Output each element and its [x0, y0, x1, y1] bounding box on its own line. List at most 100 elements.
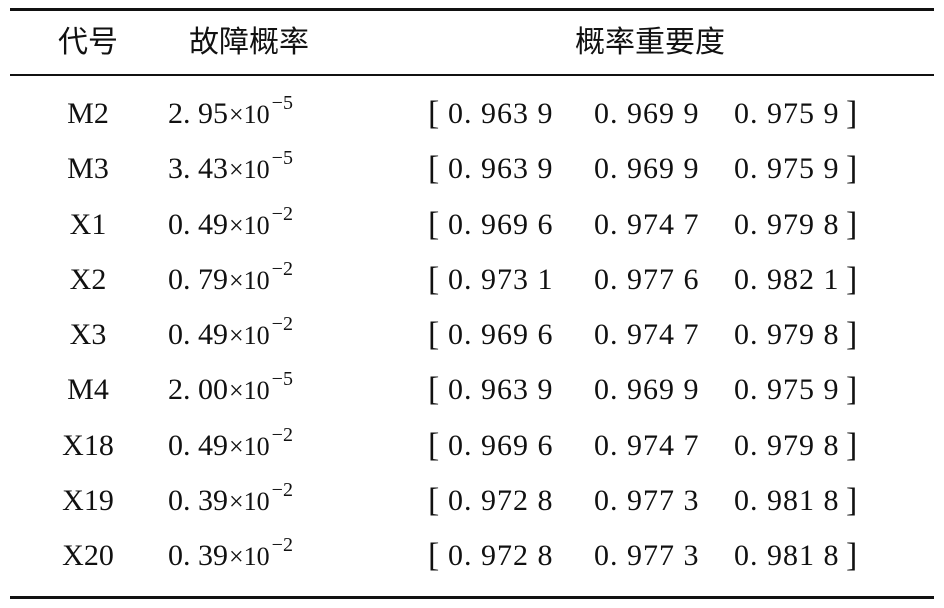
bracket-close: ]: [846, 260, 858, 298]
cell-failure-rate: 0. 79×10 −2: [168, 252, 368, 307]
bracket-close: ]: [846, 316, 858, 354]
table-row: M2 2. 95×10 −5 [0. 963 9 0. 969 9 0. 975 9]: [10, 86, 934, 141]
header-importance: 概率重要度: [575, 26, 725, 59]
table-row: X18 0. 49×10 −2 [0. 969 6 0. 974 7 0. 979 8]: [10, 418, 934, 473]
bracket-close: ]: [846, 482, 858, 520]
table-row: X20 0. 39×10 −2 [0. 972 8 0. 977 3 0. 981 8]: [10, 528, 934, 583]
rate-times-ten: ×10: [229, 321, 270, 351]
rate-exponent: −2: [271, 423, 293, 446]
importance-value: 0. 969 6: [448, 318, 554, 352]
cell-code: X18: [62, 428, 114, 462]
bracket-close: ]: [846, 95, 858, 132]
rate-mantissa: 0. 49: [168, 318, 228, 352]
cell-failure-rate: 0. 49×10 −2: [168, 418, 368, 473]
table-header-row: 代号 故障概率 概率重要度: [10, 13, 934, 73]
rate-times-ten: ×10: [229, 431, 270, 461]
rate-times-ten: ×10: [229, 265, 270, 295]
bracket-open: [: [428, 426, 440, 464]
rate-mantissa: 0. 49: [168, 207, 228, 241]
cell-code: M3: [67, 152, 109, 186]
cell-importance: [0. 969 6 0. 974 7 0. 979 8]: [428, 307, 888, 362]
table-row: X1 0. 49×10 −2 [0. 969 6 0. 974 7 0. 979 8]: [10, 197, 934, 252]
rate-exponent: −2: [271, 313, 293, 336]
header-code: 代号: [58, 26, 118, 59]
cell-code: X1: [69, 207, 107, 241]
bracket-close: ]: [846, 426, 858, 464]
rate-mantissa: 2. 95: [168, 97, 228, 130]
cell-failure-rate: 0. 49×10 −2: [168, 197, 368, 252]
importance-value: 0. 969 9: [594, 373, 700, 407]
cell-failure-rate: 0. 39×10 −2: [168, 473, 368, 528]
bracket-close: ]: [846, 371, 858, 409]
importance-value: 0. 973 1: [448, 262, 554, 296]
bracket-open: [: [428, 371, 440, 409]
header-failure-rate: 故障概率: [189, 26, 309, 59]
rate-times-ten: ×10: [229, 155, 270, 185]
table-row: M3 3. 43×10 −5 [0. 963 9 0. 969 9 0. 975 9]: [10, 141, 934, 196]
importance-value: 0. 979 8: [734, 318, 840, 352]
rate-exponent: −2: [271, 257, 293, 280]
rate-exponent: −5: [271, 368, 293, 391]
importance-value: 0. 977 6: [594, 262, 700, 296]
cell-failure-rate: 2. 95×10 −5: [168, 86, 368, 141]
bracket-open: [: [428, 260, 440, 298]
cell-code: X19: [62, 484, 114, 518]
importance-value: 0. 979 8: [734, 207, 840, 241]
cell-failure-rate: 3. 43×10 −5: [168, 141, 368, 196]
rate-times-ten: ×10: [229, 210, 270, 240]
rate-exponent: −2: [271, 202, 293, 225]
cell-importance: [0. 969 6 0. 974 7 0. 979 8]: [428, 197, 888, 252]
importance-value: 0. 975 9: [734, 373, 840, 407]
importance-value: 0. 969 9: [594, 152, 700, 186]
cell-importance: [0. 969 6 0. 974 7 0. 979 8]: [428, 418, 888, 473]
bracket-open: [: [428, 95, 440, 132]
cell-importance: [0. 972 8 0. 977 3 0. 981 8]: [428, 528, 888, 583]
importance-value: 0. 974 7: [594, 428, 700, 462]
importance-value: 0. 963 9: [448, 97, 554, 130]
rate-exponent: −5: [271, 92, 293, 114]
table-row: X19 0. 39×10 −2 [0. 972 8 0. 977 3 0. 981 8]: [10, 473, 934, 528]
cell-failure-rate: 0. 39×10 −2: [168, 528, 368, 583]
importance-value: 0. 979 8: [734, 428, 840, 462]
importance-value: 0. 975 9: [734, 152, 840, 186]
cell-failure-rate: 2. 00×10 −5: [168, 362, 368, 417]
rate-exponent: −2: [271, 479, 293, 502]
cell-failure-rate: 0. 49×10 −2: [168, 307, 368, 362]
importance-value: 0. 982 1: [734, 262, 840, 296]
cell-code: X2: [69, 262, 107, 296]
bracket-open: [: [428, 150, 440, 188]
cell-importance: [0. 973 1 0. 977 6 0. 982 1]: [428, 252, 888, 307]
table-bottom-rule: [10, 596, 934, 599]
rate-mantissa: 0. 49: [168, 428, 228, 462]
table-row: X2 0. 79×10 −2 [0. 973 1 0. 977 6 0. 982 1]: [10, 252, 934, 307]
importance-value: 0. 977 3: [594, 539, 700, 573]
importance-value: 0. 981 8: [734, 484, 840, 518]
table-body: M2 2. 95×10 −5[0. 963 9 0. 969 9 0. 975 9] M3…: [10, 86, 934, 584]
bracket-close: ]: [846, 537, 858, 575]
rate-times-ten: ×10: [229, 376, 270, 406]
importance-value: 0. 981 8: [734, 539, 840, 573]
rate-times-ten: ×10: [229, 487, 270, 517]
importance-value: 0. 972 8: [448, 539, 554, 573]
importance-value: 0. 974 7: [594, 207, 700, 241]
bracket-close: ]: [846, 205, 858, 243]
importance-value: 0. 969 6: [448, 207, 554, 241]
rate-exponent: −5: [271, 147, 293, 170]
importance-value: 0. 972 8: [448, 484, 554, 518]
rate-mantissa: 0. 39: [168, 539, 228, 573]
importance-value: 0. 974 7: [594, 318, 700, 352]
rate-mantissa: 0. 79: [168, 262, 228, 296]
rate-exponent: −2: [271, 534, 293, 557]
cell-importance: [0. 972 8 0. 977 3 0. 981 8]: [428, 473, 888, 528]
table-header-rule: [10, 74, 934, 76]
bracket-open: [: [428, 537, 440, 575]
rate-mantissa: 0. 39: [168, 484, 228, 518]
table-row: X3 0. 49×10 −2 [0. 969 6 0. 974 7 0. 979 8]: [10, 307, 934, 362]
bracket-open: [: [428, 482, 440, 520]
cell-code: M4: [67, 373, 109, 407]
table-row: M4 2. 00×10 −5 [0. 963 9 0. 969 9 0. 975 9]: [10, 362, 934, 417]
rate-mantissa: 2. 00: [168, 373, 228, 407]
importance-value: 0. 969 9: [594, 97, 700, 130]
cell-importance: [0. 963 9 0. 969 9 0. 975 9]: [428, 362, 888, 417]
cell-code: X3: [69, 318, 107, 352]
